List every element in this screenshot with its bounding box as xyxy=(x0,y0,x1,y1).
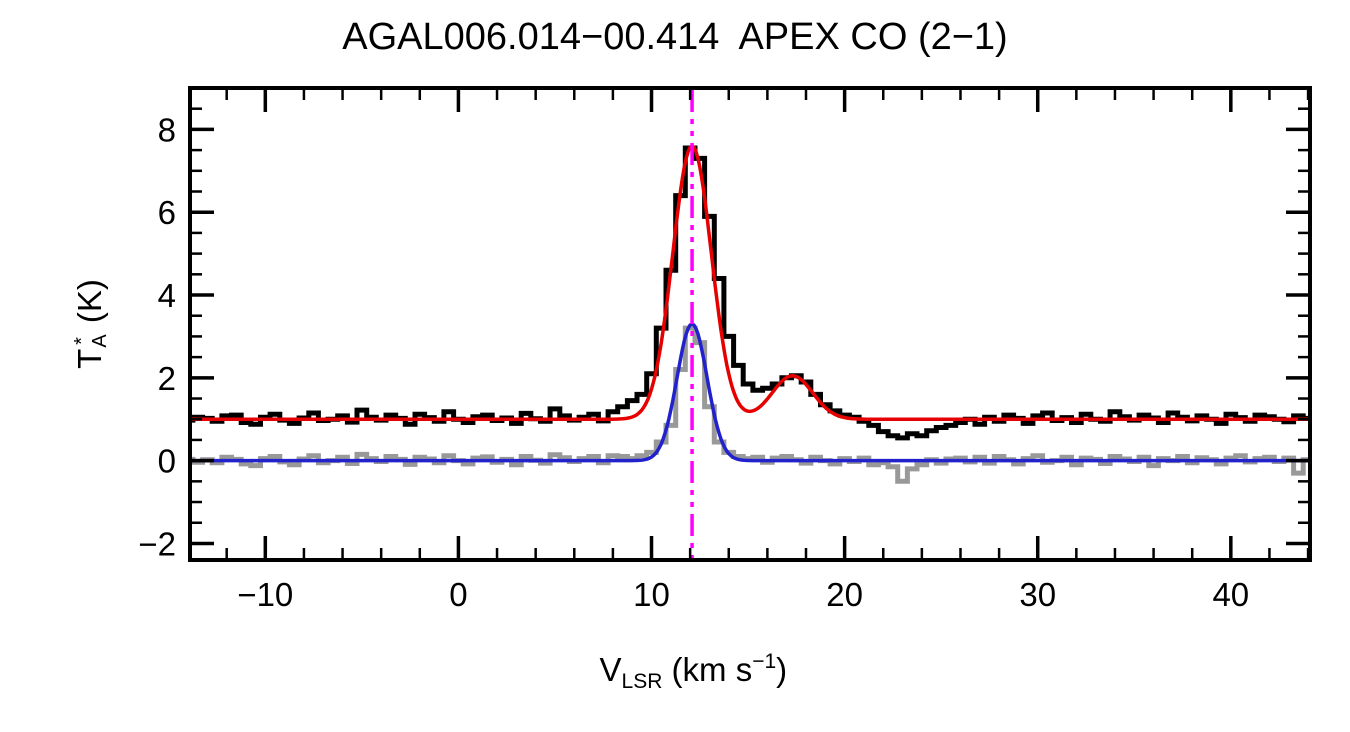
spectrum-black-histogram-trace xyxy=(192,145,1308,441)
co-spectrum-figure: AGAL006.014−00.414 APEX CO (2−1) −10 0 10 2… xyxy=(40,0,1312,693)
gaussian-fit-red-curve xyxy=(192,143,1308,421)
y-tick-label: 2 xyxy=(158,360,176,397)
plot-data-layer xyxy=(192,90,1308,558)
gaussian-fit-blue-curve xyxy=(192,321,1308,463)
x-axis-label-superscript: −1 xyxy=(752,650,777,673)
x-tick-label: 40 xyxy=(1212,576,1249,613)
y-axis-label-subscript: A xyxy=(89,334,111,348)
x-axis-label-units-open: (km s xyxy=(662,651,753,688)
x-axis-label-subscript: LSR xyxy=(621,670,663,693)
spectrum-gray-histogram-trace xyxy=(192,325,1308,484)
y-axis-label-text: T * A (K) xyxy=(71,279,111,369)
spectrum-plot: −10 0 10 20 30 40 −2 0 2 4 6 8 xyxy=(138,86,1312,613)
y-tick-label: 4 xyxy=(158,277,176,314)
x-axis-label-symbol: V xyxy=(599,651,622,688)
y-tick-label: −2 xyxy=(138,525,176,562)
y-tick-label: 0 xyxy=(158,443,176,480)
x-tick-label: 0 xyxy=(449,576,467,613)
y-axis-label-units: (K) xyxy=(71,279,108,333)
y-axis-label-scripts: * A xyxy=(71,334,111,348)
y-tick-label: 6 xyxy=(158,194,176,231)
y-axis-label: T * A (K) xyxy=(40,0,140,648)
y-tick-label: 8 xyxy=(158,111,176,148)
x-axis-label-units-close: ) xyxy=(776,651,788,688)
x-axis-label: VLSR (km s−1) xyxy=(0,612,1350,732)
x-tick-label: 10 xyxy=(633,576,670,613)
plot-title: AGAL006.014−00.414 APEX CO (2−1) xyxy=(342,16,1008,58)
x-tick-label: 30 xyxy=(1019,576,1056,613)
x-tick-label: −10 xyxy=(237,576,293,613)
y-axis-label-symbol: T xyxy=(71,348,108,369)
x-tick-label: 20 xyxy=(826,576,863,613)
plot-frame xyxy=(188,86,1312,562)
